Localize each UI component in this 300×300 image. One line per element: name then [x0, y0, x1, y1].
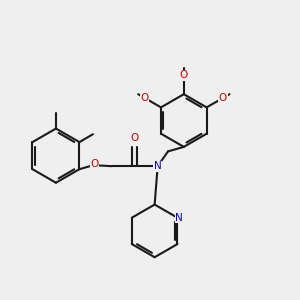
Text: N: N [176, 213, 183, 223]
Text: O: O [130, 133, 139, 143]
Text: N: N [154, 161, 161, 171]
Text: O: O [141, 93, 149, 103]
Text: O: O [180, 70, 188, 80]
Text: O: O [91, 159, 99, 169]
Text: O: O [219, 93, 227, 103]
